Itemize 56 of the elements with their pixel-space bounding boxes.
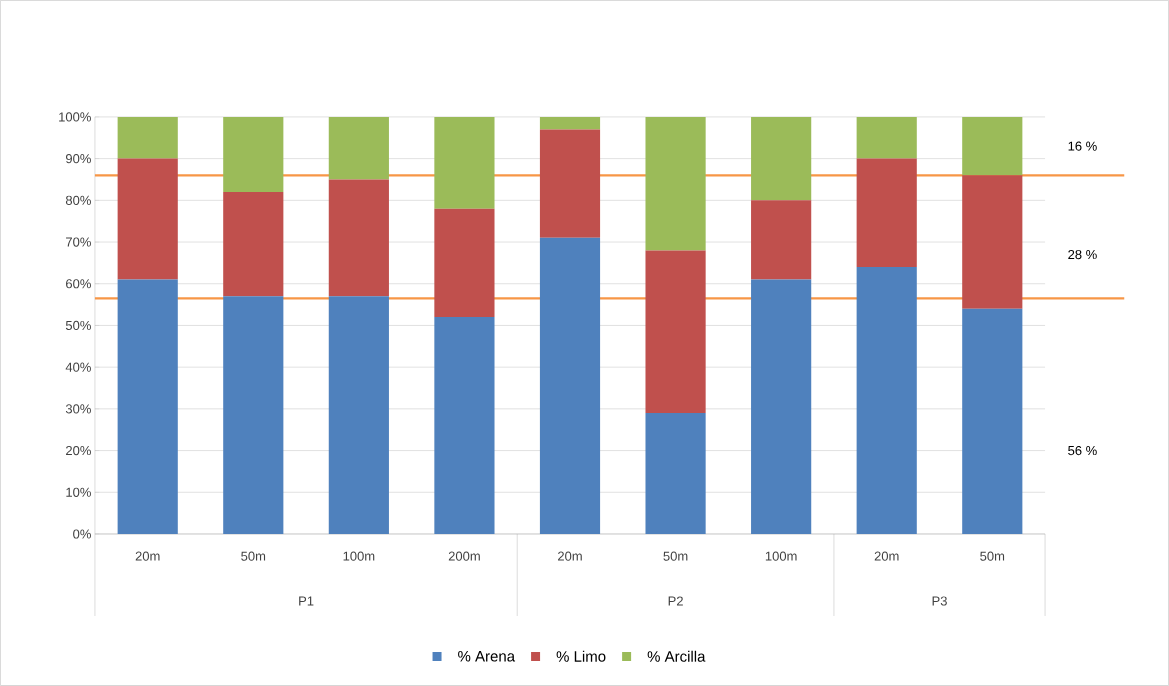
- bar: [117, 279, 178, 535]
- bar: [751, 116, 812, 201]
- bar: [962, 308, 1023, 535]
- x-tick-label: 20m: [874, 551, 899, 561]
- bar: [856, 116, 917, 159]
- x-tick-label: 20m: [135, 551, 160, 561]
- bar: [434, 317, 495, 535]
- bar: [645, 250, 706, 414]
- text: 56 %: [1068, 446, 1097, 456]
- bar: [117, 158, 178, 280]
- x-tick-label: 50m: [241, 551, 266, 561]
- y-tick-label: 20%: [66, 446, 91, 456]
- y-tick-label: 70%: [66, 237, 91, 247]
- text: P3: [932, 596, 947, 606]
- bar: [856, 267, 917, 535]
- y-tick-label: 30%: [65, 404, 91, 414]
- x-tick-label: 50m: [980, 551, 1005, 561]
- bar: [223, 296, 284, 535]
- bar: [328, 296, 389, 535]
- bar: [539, 129, 601, 238]
- y-tick-label: 50%: [65, 320, 91, 331]
- bar: [223, 192, 284, 297]
- bar: [539, 116, 601, 130]
- y-tick-label: 60%: [66, 279, 91, 289]
- text: 28 %: [1068, 249, 1097, 260]
- bar: [751, 200, 812, 280]
- x-tick-label: 100m: [765, 551, 797, 561]
- bar: [434, 208, 495, 318]
- bar: [645, 413, 706, 535]
- legend-label: % Limo: [556, 650, 606, 662]
- bar: [962, 175, 1023, 309]
- x-tick-label: 100m: [343, 551, 375, 561]
- y-tick-label: 0%: [73, 529, 91, 539]
- y-tick-label: 80%: [65, 195, 91, 205]
- bar: [223, 116, 284, 193]
- bar: [751, 279, 812, 535]
- legend-label: % Arena: [458, 651, 516, 662]
- y-tick-label: 100%: [59, 112, 91, 122]
- bar: [856, 158, 917, 268]
- y-tick-label: 40%: [65, 362, 91, 372]
- x-tick-label: 50m: [663, 551, 688, 561]
- bar: [962, 116, 1023, 176]
- y-tick-label: 10%: [66, 487, 91, 497]
- bar: [328, 116, 389, 180]
- bar: [645, 116, 706, 251]
- bar: [328, 179, 389, 297]
- x-tick-label: 20m: [558, 551, 582, 561]
- text: 16 %: [1068, 141, 1097, 151]
- text: P1: [299, 596, 314, 606]
- x-tick-label: 200m: [448, 551, 480, 561]
- bar: [539, 237, 601, 535]
- legend-label: % Arcilla: [647, 650, 706, 662]
- text: P2: [668, 596, 683, 606]
- bar: [117, 116, 178, 159]
- y-tick-label: 90%: [65, 154, 91, 164]
- bar: [434, 116, 495, 209]
